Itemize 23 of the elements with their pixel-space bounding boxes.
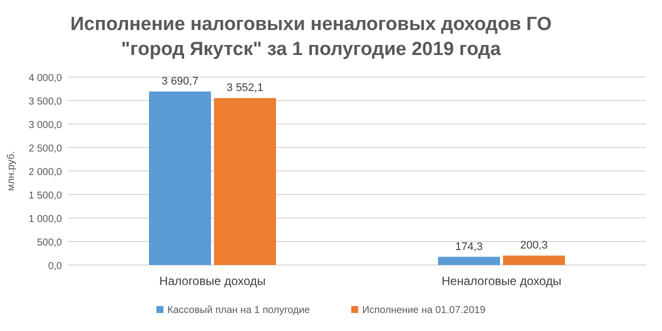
y-tick-label: 3 000,0	[28, 120, 62, 131]
data-label: 200,3	[520, 240, 548, 252]
data-label: 3 552,1	[226, 82, 264, 94]
bar	[438, 256, 500, 265]
legend-label: Исполнение на 01.07.2019	[362, 305, 486, 316]
y-axis-title: млн.руб.	[6, 150, 17, 192]
y-tick-label: 0,0	[48, 261, 62, 272]
y-tick-label: 500,0	[36, 238, 62, 248]
bar	[503, 256, 565, 265]
chart-title: Исполнение налоговыхи неналоговых доходов ГО "город Якутск" за 1 полугодие 2019 года	[70, 14, 552, 60]
x-tick-label: Неналоговые доходы	[442, 274, 562, 288]
y-tick-label: 3 500,0	[28, 96, 62, 108]
y-tick-label: 2 000,0	[28, 167, 62, 178]
y-tick-label: 4 000,0	[28, 73, 62, 84]
bar	[149, 92, 211, 265]
data-label: 174,3	[455, 240, 483, 253]
bar	[214, 98, 276, 265]
y-tick-label: 1 000,0	[28, 214, 62, 225]
data-label: 3 690,7	[162, 76, 198, 88]
y-tick-label: 2 500,0	[28, 144, 62, 154]
x-tick-label: Налоговые доходы	[159, 274, 266, 288]
legend-label: Кассовый план на 1 полугодие	[167, 305, 310, 316]
y-tick-label: 1 500,0	[28, 190, 62, 202]
